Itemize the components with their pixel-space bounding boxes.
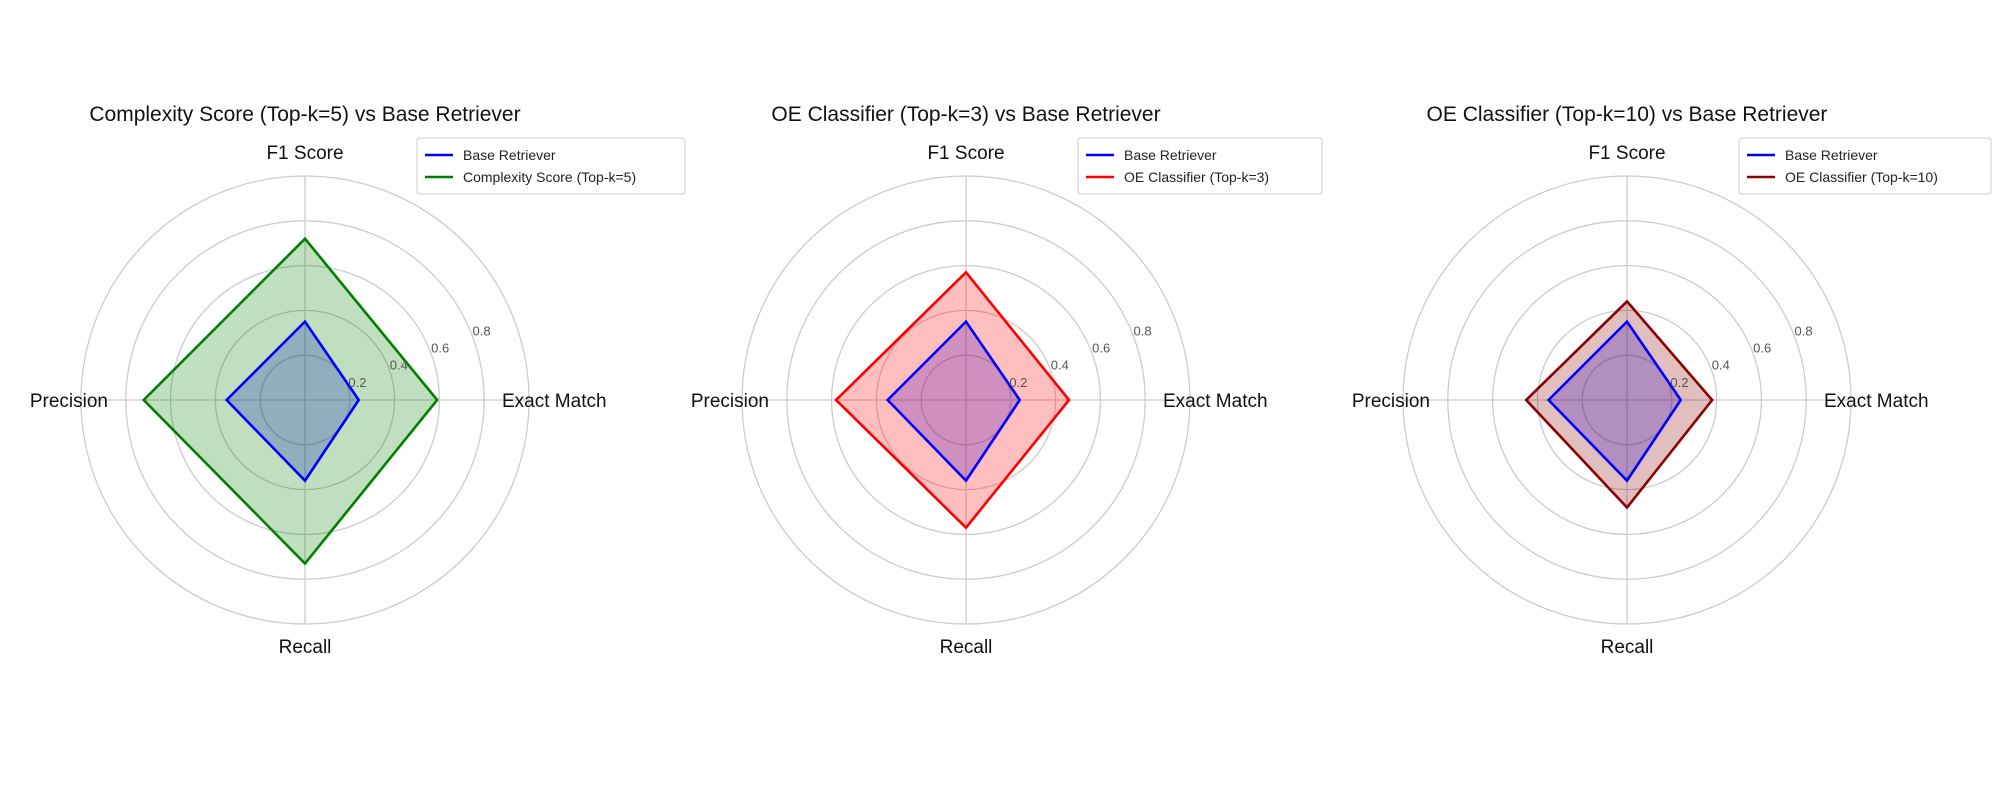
legend-label: Base Retriever <box>1785 147 1878 163</box>
axis-label: F1 Score <box>266 143 343 164</box>
axis-label: Precision <box>1352 391 1430 412</box>
axis-label: Recall <box>940 637 993 658</box>
legend-label: OE Classifier (Top-k=3) <box>1124 169 1269 185</box>
series-fill-1 <box>887 321 1020 481</box>
radial-tick-label: 0.8 <box>473 323 491 338</box>
series-line-1 <box>1546 319 1683 483</box>
series-fill-1 <box>1548 321 1681 481</box>
chart-title: Complexity Score (Top-k=5) vs Base Retri… <box>89 103 520 126</box>
series-line-1 <box>885 319 1022 483</box>
legend-box <box>1077 137 1323 195</box>
series-line-2 <box>141 236 439 566</box>
axis-label: Recall <box>279 637 332 658</box>
radial-tick-label: 0.6 <box>1753 341 1771 356</box>
axis-label: Recall <box>1601 637 1654 658</box>
series-fill-2 <box>143 238 438 564</box>
axis-label: Exact Match <box>1824 391 1929 412</box>
chart-title: OE Classifier (Top-k=3) vs Base Retrieve… <box>771 103 1160 126</box>
radial-tick-label: 0.8 <box>1795 323 1813 338</box>
radial-tick-label: 0.8 <box>1134 323 1152 338</box>
radar-chart-2: 0.2 0.4 0.6 0.8 Exact Match F1 Score Precision… <box>691 103 1323 658</box>
axis-label: F1 Score <box>927 143 1004 164</box>
legend-box <box>416 137 686 195</box>
legend-label: OE Classifier (Top-k=10) <box>1785 169 1938 185</box>
radial-tick-label: 0.2 <box>1670 375 1688 390</box>
series-fill-1 <box>226 321 359 481</box>
radar-chart-1: 0.2 0.4 0.6 0.8 Exact Match F1 Score Precision… <box>30 103 686 658</box>
chart-title: OE Classifier (Top-k=10) vs Base Retriev… <box>1427 103 1828 126</box>
legend-label: Base Retriever <box>1124 147 1217 163</box>
axis-label: Exact Match <box>1163 391 1268 412</box>
axis-label: Precision <box>30 391 108 412</box>
axis-label: Precision <box>691 391 769 412</box>
radial-tick-label: 0.2 <box>348 375 366 390</box>
radial-tick-label: 0.2 <box>1009 375 1027 390</box>
series-line-1 <box>224 319 361 483</box>
series-line-2 <box>834 270 1071 530</box>
legend-box <box>1738 137 1992 195</box>
radial-tick-label: 0.4 <box>1051 358 1069 373</box>
radial-tick-label: 0.6 <box>431 341 449 356</box>
legend-label: Complexity Score (Top-k=5) <box>463 169 636 185</box>
radial-tick-label: 0.4 <box>1712 358 1730 373</box>
axis-label: F1 Score <box>1588 143 1665 164</box>
series-fill-2 <box>1526 301 1713 508</box>
legend-label: Base Retriever <box>463 147 556 163</box>
series-line-2 <box>1524 299 1714 510</box>
radial-tick-label: 0.4 <box>390 358 408 373</box>
series-fill-2 <box>836 272 1070 528</box>
radial-tick-label: 0.6 <box>1092 341 1110 356</box>
axis-label: Exact Match <box>502 391 607 412</box>
radar-chart-3: 0.2 0.4 0.6 0.8 Exact Match F1 Score Precision… <box>1352 103 1992 658</box>
